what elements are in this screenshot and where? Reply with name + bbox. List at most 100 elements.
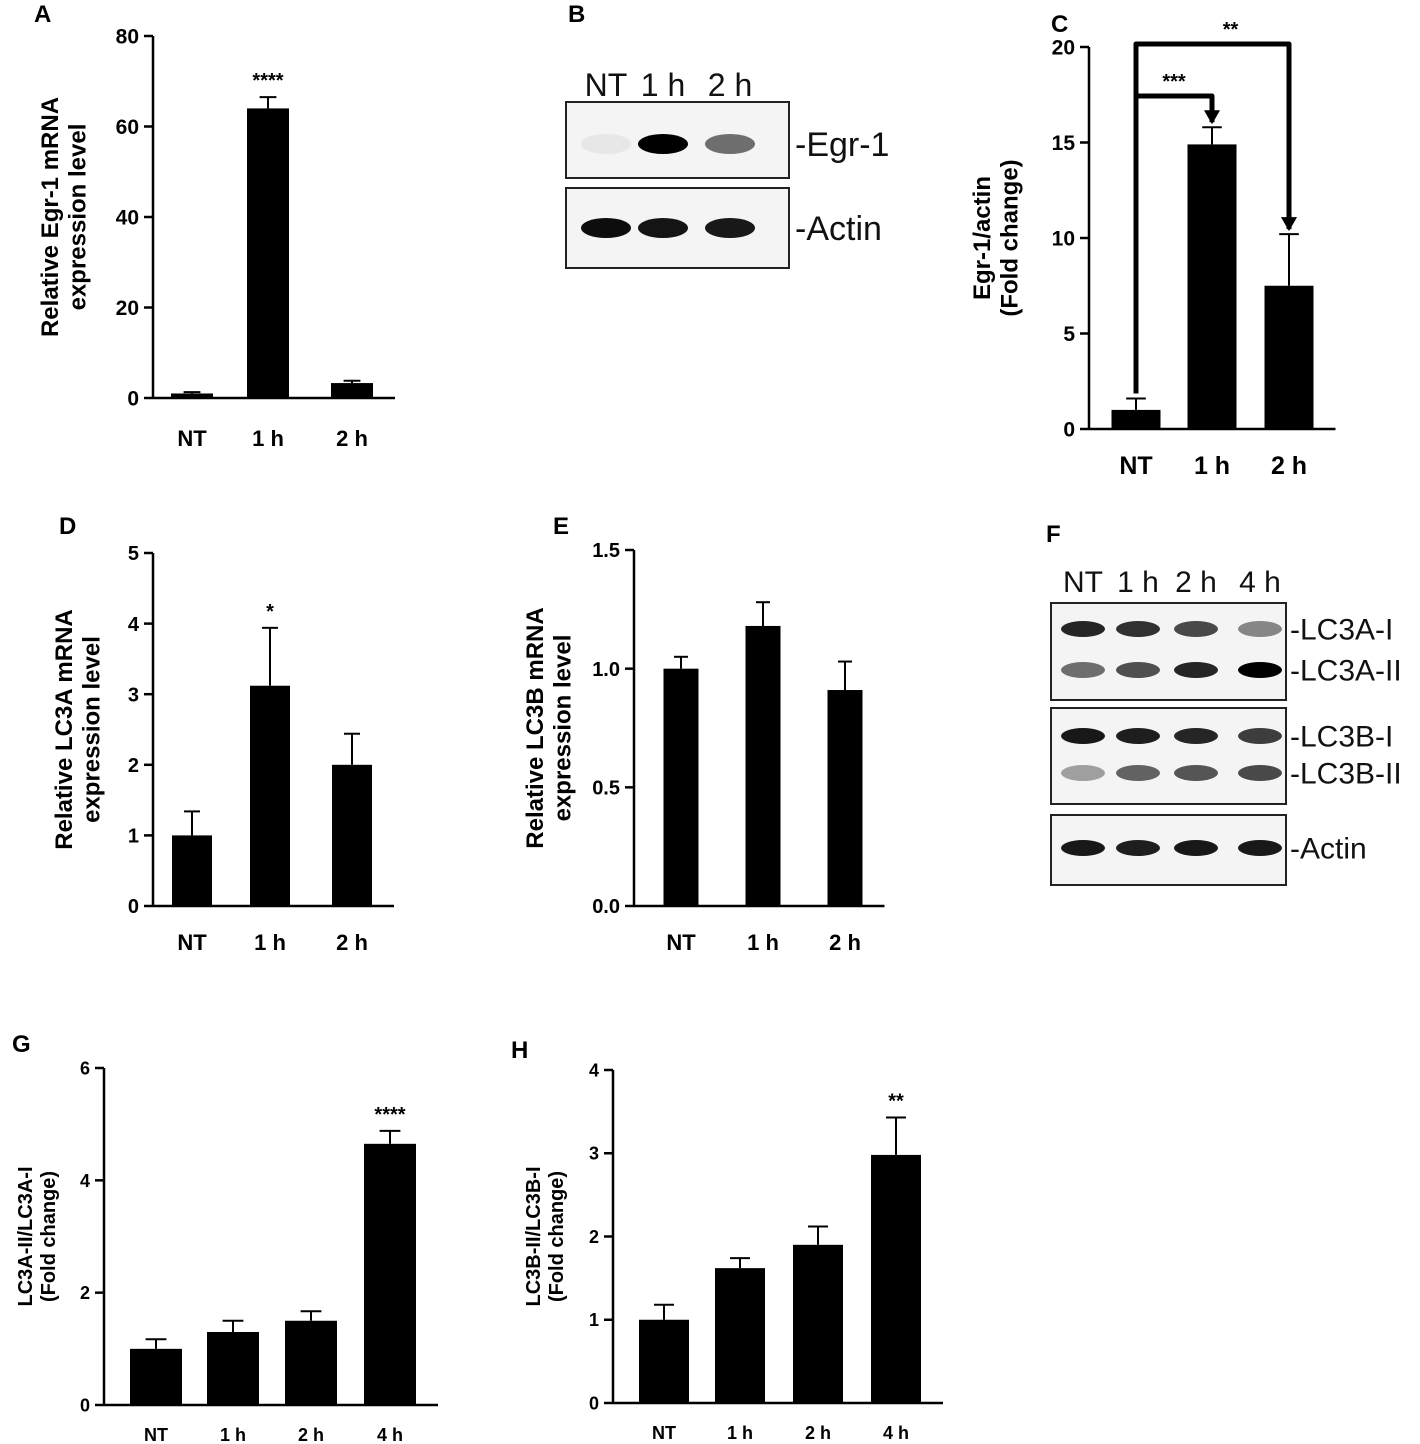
y-tick-label: 80 [116, 26, 139, 49]
bar [871, 1154, 921, 1403]
bar [364, 1143, 416, 1405]
x-category-label: 1 h [220, 1425, 246, 1444]
y-tick-label: 0.5 [592, 778, 620, 800]
x-category-label: 1 h [254, 930, 286, 955]
y-tick-label: 2 [589, 1227, 599, 1247]
chart-panel-e: 0.0 0.5 1.0 1.5 NT 1 h 2 h Relative LC3B mRNAex… [522, 540, 885, 955]
blot-band-label: -Actin [1290, 833, 1367, 866]
x-category-label: 4 h [883, 1423, 909, 1443]
blot-band [1238, 621, 1282, 637]
bar [1264, 285, 1314, 429]
y-tick-label: 15 [1052, 132, 1076, 155]
bar [1111, 409, 1161, 429]
x-category-label: 1 h [252, 426, 284, 451]
bar [331, 383, 373, 398]
y-tick-label: 60 [116, 116, 139, 139]
x-category-label: NT [144, 1425, 168, 1444]
y-tick-label: 5 [1063, 323, 1075, 346]
bar [247, 108, 289, 399]
significance-label: *** [1162, 71, 1186, 93]
y-tick-label: 0 [127, 388, 139, 411]
x-category-label: NT [652, 1423, 676, 1443]
western-blot-panel-f: NT 1 h 2 h 4 h -LC3A-I -LC3A-II -LC3B-I -LC3B-I… [1050, 566, 1402, 886]
blot-band [705, 218, 755, 238]
y-tick-label: 3 [589, 1144, 599, 1164]
panel-label: F [1046, 521, 1061, 548]
blot-band [1061, 765, 1105, 781]
y-tick-label: 5 [128, 543, 139, 565]
y-tick-label: 2 [80, 1283, 90, 1303]
blot-band [1174, 621, 1218, 637]
x-category-label: 2 h [829, 930, 861, 955]
y-tick-label: 1 [128, 826, 139, 848]
y-axis-title-line: expression level [65, 124, 92, 311]
y-tick-label: 3 [128, 684, 139, 706]
y-tick-label: 1.5 [592, 540, 620, 562]
bar [1187, 144, 1237, 429]
y-axis-title: LC3B-II/LC3B-I(Fold change) [523, 1167, 568, 1307]
blot-band-label: -LC3B-II [1290, 758, 1402, 791]
panel-label: C [1051, 11, 1068, 38]
y-tick-label: 2 [128, 755, 139, 777]
bar [250, 685, 290, 906]
x-category-label: NT [177, 930, 207, 955]
chart-panel-d: 0 1 2 3 4 5 NT 1 h 2 h * Relative LC3A mRNAexpress… [51, 543, 394, 955]
blot-band [1061, 728, 1105, 744]
significance-label: **** [374, 1104, 405, 1126]
y-axis-title-line: expression level [550, 635, 577, 822]
bar [172, 835, 212, 906]
blot-band [638, 134, 688, 154]
blot-band [638, 218, 688, 238]
x-category-label: 1 h [1194, 452, 1230, 480]
blot-lane-label: NT [1063, 566, 1103, 599]
blot-lane-label: 2 h [1175, 566, 1217, 599]
y-tick-label: 20 [1052, 37, 1075, 60]
panel-label: E [553, 513, 569, 540]
chart-panel-a: 0 20 40 60 80 NT 1 h 2 h **** Relative Egr-1 mRNA… [37, 26, 395, 451]
y-axis-title-line: Relative Egr-1 mRNA [37, 97, 64, 337]
bar [171, 393, 213, 398]
blot-band [581, 134, 631, 154]
blot-band [1116, 840, 1160, 856]
x-category-label: 2 h [336, 426, 368, 451]
x-category-label: 2 h [1271, 452, 1307, 480]
y-tick-label: 6 [80, 1058, 90, 1078]
blot-lane-label: 1 h [1117, 566, 1159, 599]
y-axis-title-line: LC3A-II/LC3A-I [15, 1167, 37, 1307]
blot-band [1061, 840, 1105, 856]
x-category-label: 1 h [747, 930, 779, 955]
y-tick-label: 40 [116, 207, 139, 230]
y-axis-title-line: expression level [79, 636, 106, 823]
blot-lane-label: NT [585, 67, 628, 103]
y-tick-label: 0 [80, 1395, 90, 1415]
bracket-arrowhead [1281, 217, 1297, 232]
blot-band-label: -Actin [795, 210, 882, 248]
y-axis-title-line: (Fold change) [38, 1171, 60, 1302]
blot-band [1061, 662, 1105, 678]
y-axis-title-line: Relative LC3B mRNA [522, 607, 549, 848]
y-axis-title: Relative Egr-1 mRNAexpression level [37, 97, 92, 337]
y-tick-label: 20 [116, 297, 139, 320]
panel-label: A [34, 1, 51, 28]
significance-label: * [266, 601, 274, 623]
blot-band [581, 218, 631, 238]
y-tick-label: 1.0 [592, 659, 620, 681]
blot-band [1116, 765, 1160, 781]
bar [827, 690, 863, 906]
y-tick-label: 4 [589, 1060, 599, 1080]
bar [130, 1348, 182, 1405]
bar [745, 625, 781, 906]
blot-band-label: -LC3B-I [1290, 721, 1393, 754]
x-category-label: NT [1119, 452, 1152, 480]
y-axis-title: Relative LC3A mRNAexpression level [51, 609, 106, 850]
blot-membrane [1050, 602, 1287, 701]
bracket-arrowhead [1204, 110, 1220, 125]
x-category-label: 2 h [336, 930, 368, 955]
blot-membrane [1050, 707, 1287, 805]
blot-band-label: -Egr-1 [795, 126, 889, 164]
panel-label: G [12, 1031, 31, 1058]
blot-band [1174, 662, 1218, 678]
bar [663, 668, 699, 906]
